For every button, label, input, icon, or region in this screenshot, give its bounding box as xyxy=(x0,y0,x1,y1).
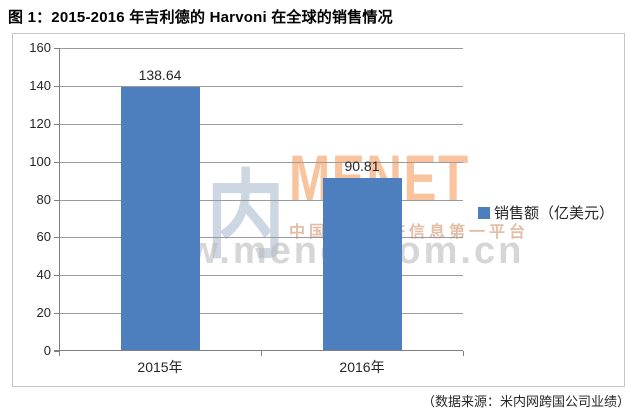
bar-value-label: 90.81 xyxy=(344,158,380,174)
y-gridline xyxy=(59,313,463,314)
y-tick-label: 0 xyxy=(43,343,51,358)
data-source-note: （数据来源：米内网跨国公司业绩） xyxy=(421,394,630,409)
x-category-label: 2016年 xyxy=(339,359,385,375)
y-tick-label: 20 xyxy=(36,305,51,320)
x-axis-tick xyxy=(261,351,262,356)
y-axis-tick xyxy=(54,86,59,87)
legend-swatch-icon xyxy=(478,206,490,219)
y-axis-tick xyxy=(54,48,59,49)
y-gridline xyxy=(59,200,463,201)
y-axis-tick xyxy=(54,200,59,201)
y-gridline xyxy=(59,124,463,125)
y-axis-line xyxy=(59,48,60,351)
chart-area: 米内 MENET 中国医药经济信息第一平台 www.menet.com.cn 0… xyxy=(12,33,625,387)
y-tick-label: 40 xyxy=(36,267,51,282)
x-category-label: 2015年 xyxy=(137,359,183,375)
y-axis-tick xyxy=(54,124,59,125)
bar xyxy=(121,87,200,350)
legend-label: 销售额（亿美元） xyxy=(494,205,615,222)
y-gridline xyxy=(59,86,463,87)
y-axis-tick xyxy=(54,313,59,314)
y-tick-label: 100 xyxy=(29,154,51,169)
y-gridline xyxy=(59,275,463,276)
y-tick-label: 140 xyxy=(29,78,51,93)
y-tick-label: 80 xyxy=(36,192,51,207)
y-tick-label: 120 xyxy=(29,116,51,131)
y-gridline xyxy=(59,48,463,49)
bar xyxy=(323,178,402,350)
y-gridline xyxy=(59,237,463,238)
bar-value-label: 138.64 xyxy=(138,67,182,83)
y-tick-label: 60 xyxy=(36,229,51,244)
page-title: 图 1：2015-2016 年吉利德的 Harvoni 在全球的销售情况 xyxy=(8,9,393,26)
x-axis-tick xyxy=(59,351,60,356)
y-axis-tick xyxy=(54,275,59,276)
y-axis-tick xyxy=(54,237,59,238)
legend: 销售额（亿美元） xyxy=(478,202,614,223)
plot-area: 0 20 40 60 80 100 120 140 160 138.64 2015年 90.81 201… xyxy=(29,40,464,375)
y-axis-tick xyxy=(54,351,59,352)
y-tick-label: 160 xyxy=(29,40,51,55)
x-axis-tick xyxy=(463,351,464,356)
y-axis-tick xyxy=(54,162,59,163)
y-gridline xyxy=(59,162,463,163)
x-axis-line xyxy=(54,350,463,351)
